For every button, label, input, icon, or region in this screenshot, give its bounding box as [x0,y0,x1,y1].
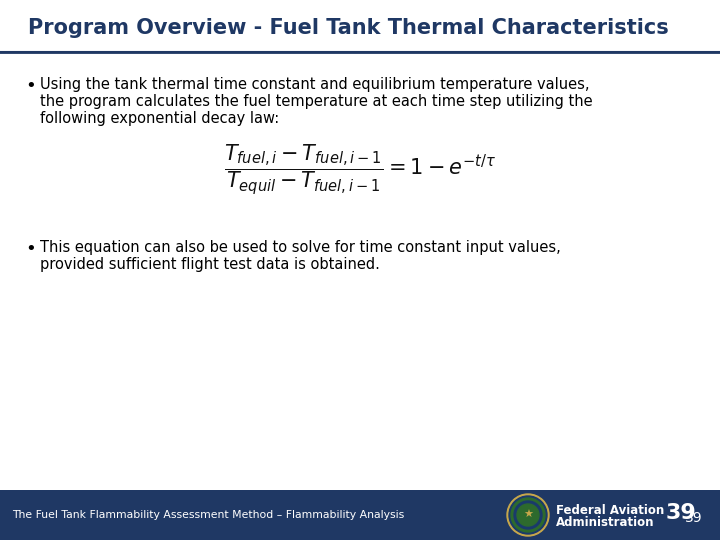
FancyBboxPatch shape [0,490,720,540]
Text: following exponential decay law:: following exponential decay law: [40,111,279,126]
Text: provided sufficient flight test data is obtained.: provided sufficient flight test data is … [40,257,380,272]
Text: •: • [25,240,36,258]
Circle shape [507,494,549,536]
Text: Federal Aviation: Federal Aviation [556,503,665,516]
Text: Using the tank thermal time constant and equilibrium temperature values,: Using the tank thermal time constant and… [40,77,590,92]
Text: Administration: Administration [556,516,654,529]
Text: 39: 39 [685,511,703,525]
Text: The Fuel Tank Flammability Assessment Method – Flammability Analysis: The Fuel Tank Flammability Assessment Me… [12,510,404,520]
Circle shape [517,504,539,526]
Circle shape [509,496,547,534]
Text: •: • [25,77,36,95]
Text: $\dfrac{T_{fuel,i} - T_{fuel,i-1}}{T_{equil} - T_{fuel,i-1}} = 1 - e^{-t/\tau}$: $\dfrac{T_{fuel,i} - T_{fuel,i-1}}{T_{eq… [224,143,496,197]
Text: the program calculates the fuel temperature at each time step utilizing the: the program calculates the fuel temperat… [40,94,593,109]
Circle shape [511,498,545,532]
Text: ★: ★ [523,510,533,520]
Circle shape [514,501,542,529]
Text: This equation can also be used to solve for time constant input values,: This equation can also be used to solve … [40,240,561,255]
Text: 39: 39 [666,503,697,523]
Text: Program Overview - Fuel Tank Thermal Characteristics: Program Overview - Fuel Tank Thermal Cha… [28,18,669,38]
